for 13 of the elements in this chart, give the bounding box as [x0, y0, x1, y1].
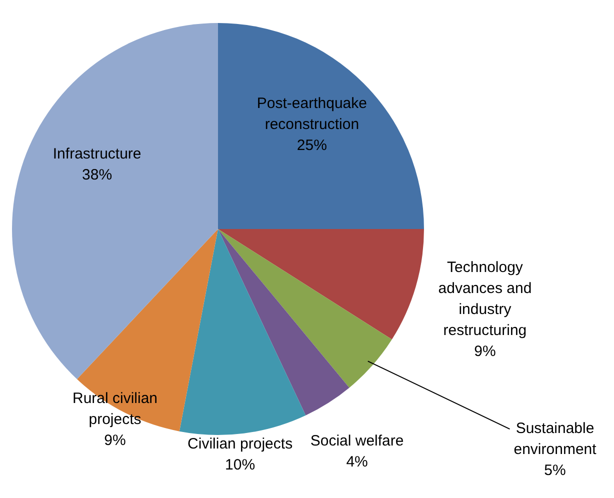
data-label: 5% [544, 462, 566, 480]
data-label: 9% [474, 343, 496, 360]
data-label: 4% [346, 454, 368, 471]
data-label: 10% [225, 456, 256, 474]
slice-label: Sustainable environment [514, 420, 598, 458]
slice-label: Infrastructure [52, 146, 142, 163]
slice-label: Social welfare [310, 432, 404, 450]
data-label: 25% [296, 137, 327, 154]
slice-label: Civilian projects [188, 436, 293, 453]
data-label: 38% [82, 166, 112, 184]
slice-label: Technology advances and industry restructuring [438, 259, 532, 340]
data-label: 9% [104, 432, 126, 450]
slice-label: Post-earthquake reconstruction [256, 95, 367, 134]
